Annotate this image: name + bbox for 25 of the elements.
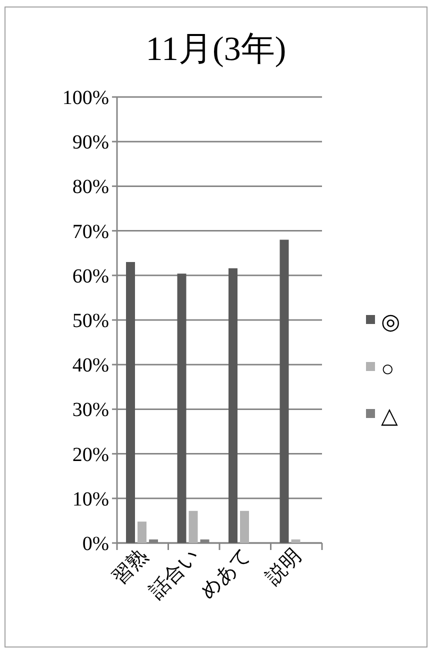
bar (280, 240, 289, 543)
bar (188, 510, 198, 543)
bar (177, 274, 186, 543)
y-tick-label: 40% (72, 354, 109, 377)
y-tick-label: 60% (72, 265, 109, 288)
bar (240, 510, 249, 543)
x-tick-label: 説明 (262, 544, 306, 589)
y-tick-label: 20% (72, 444, 109, 466)
bar (126, 262, 135, 543)
y-tick-label: 30% (72, 399, 109, 422)
bar (138, 522, 146, 543)
bar (291, 539, 300, 543)
y-tick-label: 100% (62, 87, 109, 109)
legend-label: ◎ (381, 309, 400, 334)
y-tick-label: 80% (72, 176, 109, 198)
y-tick-label: 90% (72, 132, 109, 154)
chart-title: 11月(3年) (146, 31, 286, 68)
x-tick-label: めあて (196, 544, 255, 603)
y-tick-label: 50% (72, 310, 109, 332)
bar (228, 268, 238, 543)
legend-label: ○ (381, 356, 394, 381)
legend-label: △ (381, 403, 398, 428)
y-tick-label: 70% (72, 220, 109, 243)
y-tick-label: 10% (72, 488, 109, 510)
y-tick-label: 0% (82, 533, 109, 555)
